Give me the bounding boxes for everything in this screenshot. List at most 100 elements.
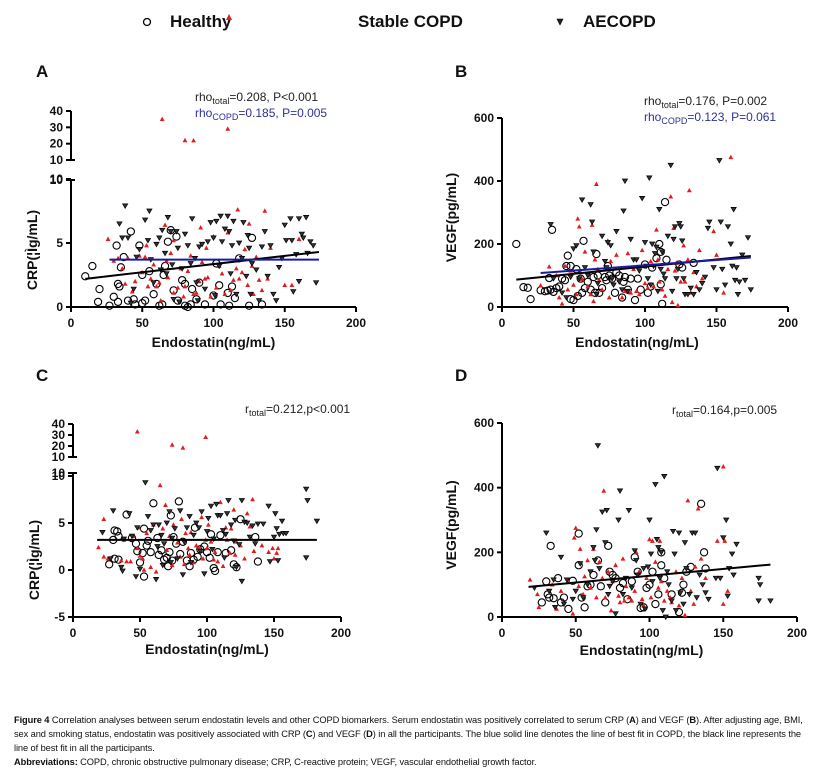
- data-point: [696, 499, 706, 508]
- data-point: [132, 574, 140, 580]
- data-point: [617, 293, 627, 302]
- data-point: [714, 465, 721, 472]
- x-tick-label: 200: [331, 626, 351, 640]
- data-point: [185, 545, 191, 551]
- data-point: [618, 578, 628, 588]
- data-point: [559, 593, 569, 602]
- y-tick-label: 0: [487, 300, 494, 314]
- data-point: [610, 288, 620, 297]
- data-point: [705, 596, 712, 603]
- data-point: [607, 274, 617, 283]
- data-point: [113, 527, 122, 536]
- x-axis-label: Endostatin(ng/mL): [580, 642, 704, 658]
- data-point: [227, 522, 235, 528]
- data-point: [645, 285, 651, 290]
- data-point: [242, 246, 248, 252]
- data-point: [699, 548, 709, 557]
- data-point: [639, 596, 645, 602]
- data-point: [612, 611, 619, 617]
- data-point: [187, 552, 192, 557]
- data-point: [637, 601, 644, 608]
- data-point: [204, 545, 210, 551]
- data-point: [602, 540, 609, 546]
- data-point: [617, 599, 623, 605]
- data-point: [526, 294, 535, 304]
- data-point: [736, 279, 743, 285]
- data-point: [659, 608, 666, 614]
- data-point: [176, 508, 184, 514]
- data-point: [668, 194, 674, 199]
- x-tick-label: 100: [203, 316, 223, 330]
- data-point: [266, 559, 274, 565]
- data-point: [205, 553, 214, 562]
- data-point: [181, 561, 187, 567]
- y-tick-label: 0: [56, 300, 63, 314]
- data-point: [267, 243, 274, 249]
- data-point: [722, 538, 728, 543]
- data-point: [175, 285, 181, 290]
- data-point: [123, 296, 133, 305]
- data-point: [651, 283, 656, 289]
- data-point: [144, 530, 150, 536]
- data-point: [210, 235, 217, 241]
- data-point: [588, 585, 593, 590]
- data-point: [203, 529, 211, 535]
- data-point: [658, 549, 665, 556]
- data-point: [728, 154, 734, 160]
- data-point: [631, 548, 638, 554]
- data-point: [142, 254, 148, 259]
- x-tick-label: 100: [197, 626, 217, 640]
- data-point: [682, 279, 688, 284]
- data-point: [685, 257, 691, 262]
- data-point: [677, 224, 684, 230]
- data-point: [146, 547, 155, 557]
- data-point: [685, 498, 691, 503]
- data-point: [658, 249, 666, 255]
- data-point: [741, 277, 749, 284]
- data-point: [584, 273, 592, 279]
- data-point: [164, 215, 172, 221]
- x-tick-label: 200: [787, 626, 807, 640]
- data-point: [693, 270, 700, 276]
- data-point: [733, 541, 740, 548]
- data-point: [730, 572, 737, 579]
- data-point: [721, 290, 727, 295]
- data-point: [243, 273, 250, 280]
- data-point: [95, 284, 104, 294]
- y-tick-label: 10: [52, 469, 66, 483]
- outlier-point: [169, 442, 175, 447]
- data-point: [577, 546, 583, 551]
- data-point: [119, 266, 125, 271]
- data-point: [148, 564, 154, 569]
- data-point: [154, 283, 159, 289]
- data-point: [546, 264, 552, 269]
- data-point: [616, 279, 623, 285]
- data-point: [667, 595, 673, 600]
- data-point: [656, 280, 665, 289]
- data-point: [205, 515, 212, 522]
- data-point: [199, 259, 205, 264]
- triangle-up-marker-icon: [226, 14, 232, 20]
- data-point: [228, 243, 236, 249]
- data-point: [728, 551, 736, 558]
- data-point: [196, 244, 203, 250]
- data-point: [655, 257, 661, 262]
- data-point: [166, 509, 173, 515]
- data-point: [212, 549, 218, 554]
- data-point: [272, 511, 279, 517]
- data-point: [246, 534, 254, 541]
- data-point: [144, 514, 152, 520]
- data-point: [664, 233, 672, 240]
- data-point: [235, 240, 243, 247]
- data-point: [302, 555, 310, 561]
- x-axis-label: Endostatin(ng/mL): [575, 334, 699, 350]
- data-point: [669, 528, 677, 535]
- x-tick-label: 200: [346, 316, 366, 330]
- y-tick-label: 30: [50, 120, 64, 134]
- data-point: [684, 292, 692, 298]
- data-point: [658, 299, 667, 308]
- x-tick-label: 150: [275, 316, 295, 330]
- data-point: [538, 282, 544, 288]
- y-tick-label: 200: [474, 237, 494, 251]
